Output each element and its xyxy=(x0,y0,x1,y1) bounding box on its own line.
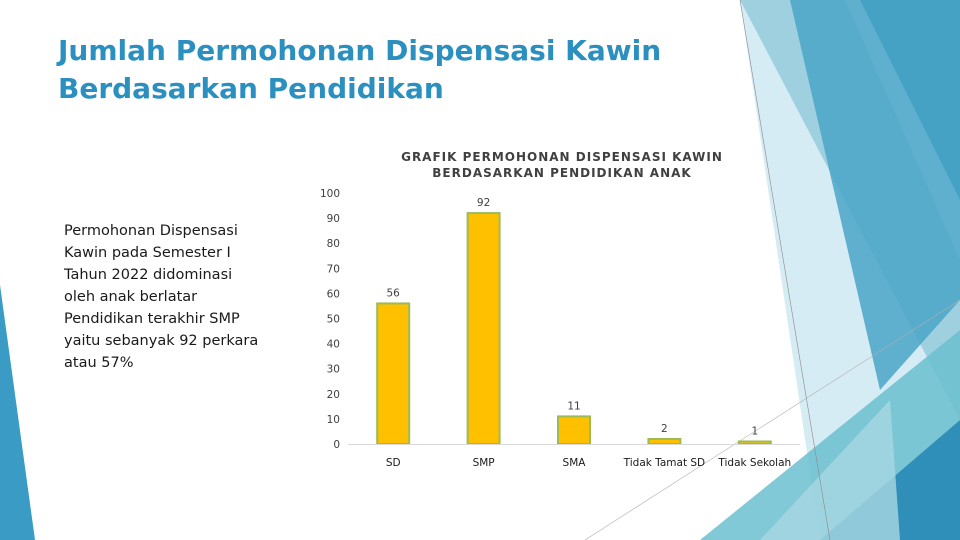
x-category-label: SMP xyxy=(473,457,495,469)
bar-data-label: 11 xyxy=(567,400,580,412)
x-category-label: SMA xyxy=(563,457,587,469)
y-tick-label: 40 xyxy=(327,339,340,351)
x-category-label: Tidak Tamat SD xyxy=(623,457,706,469)
y-tick-label: 70 xyxy=(327,263,340,275)
slide-title-line-2: Berdasarkan Pendidikan xyxy=(58,72,444,105)
deco-right-teal-panel xyxy=(790,0,960,390)
y-tick-label: 0 xyxy=(333,439,340,451)
y-tick-label: 90 xyxy=(327,213,340,225)
chart-title-line-2: BERDASARKAN PENDIDIKAN ANAK xyxy=(432,166,691,180)
y-tick-label: 100 xyxy=(320,188,340,200)
y-tick-label: 20 xyxy=(327,389,340,401)
chart-title-line-1: GRAFIK PERMOHONAN DISPENSASI KAWIN xyxy=(401,150,723,164)
bar-data-label: 1 xyxy=(751,425,758,437)
slide-title: Jumlah Permohonan Dispensasi Kawin Berda… xyxy=(58,32,661,108)
bar-data-label: 56 xyxy=(387,287,401,299)
bar xyxy=(647,437,682,446)
bars: 56 92 11 2 1 xyxy=(376,197,772,446)
x-category-label: Tidak Sekolah xyxy=(717,457,791,469)
y-axis: 0 10 20 30 40 50 60 70 80 90 100 xyxy=(320,188,340,451)
deco-left-triangle xyxy=(0,285,35,540)
y-tick-label: 30 xyxy=(327,364,340,376)
bar xyxy=(737,440,772,445)
bar-data-label: 2 xyxy=(661,423,668,435)
y-tick-label: 80 xyxy=(327,238,340,250)
chart-title: GRAFIK PERMOHONAN DISPENSASI KAWIN BERDA… xyxy=(401,150,723,180)
bar-chart: GRAFIK PERMOHONAN DISPENSASI KAWIN BERDA… xyxy=(320,150,800,469)
y-tick-label: 50 xyxy=(327,314,340,326)
bar xyxy=(376,302,411,445)
bar xyxy=(466,212,501,445)
deco-right-dark-triangle xyxy=(860,0,960,200)
deco-bottom-dark xyxy=(820,420,960,540)
x-axis: SD SMP SMA Tidak Tamat SD Tidak Sekolah xyxy=(348,444,800,469)
bar-data-label: 92 xyxy=(477,197,490,209)
y-tick-label: 10 xyxy=(327,414,340,426)
slide-title-line-1: Jumlah Permohonan Dispensasi Kawin xyxy=(58,34,662,67)
bar xyxy=(557,415,591,446)
x-category-label: SD xyxy=(386,457,401,469)
summary-text: Permohonan Dispensasi Kawin pada Semeste… xyxy=(64,223,259,371)
y-tick-label: 60 xyxy=(327,288,340,300)
